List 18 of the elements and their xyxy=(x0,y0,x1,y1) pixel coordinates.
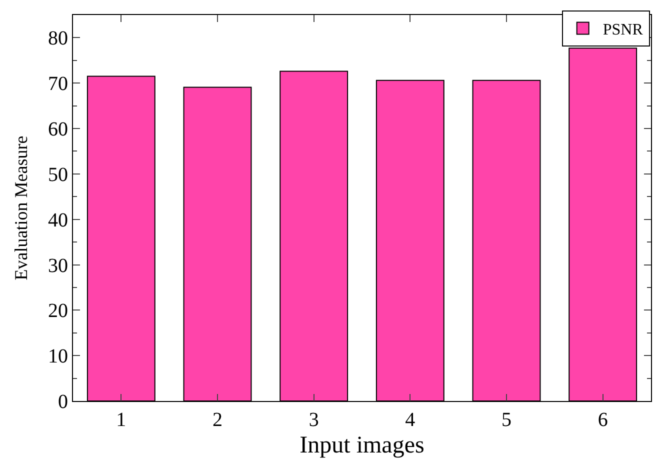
y-tick-label: 10 xyxy=(48,346,68,368)
x-tick-label: 2 xyxy=(212,409,222,431)
y-tick-label: 20 xyxy=(48,300,68,322)
x-tick-label: 1 xyxy=(116,409,126,431)
y-tick-label: 80 xyxy=(48,28,68,50)
y-tick-label: 70 xyxy=(48,73,68,96)
x-tick-label: 3 xyxy=(308,409,319,431)
x-tick-label: 5 xyxy=(502,409,512,431)
x-axis-title: Input images xyxy=(300,432,424,458)
y-tick-label: 50 xyxy=(48,164,68,186)
y-tick-label: 60 xyxy=(48,118,68,141)
y-tick-label: 40 xyxy=(48,209,68,232)
y-tick-label: 0 xyxy=(58,391,68,413)
x-tick-label: 4 xyxy=(405,409,416,431)
x-tick-label: 6 xyxy=(598,409,608,431)
legend-label: PSNR xyxy=(602,22,644,39)
y-axis-title: Evaluation Measure xyxy=(11,136,32,280)
y-tick-label: 30 xyxy=(48,254,68,277)
